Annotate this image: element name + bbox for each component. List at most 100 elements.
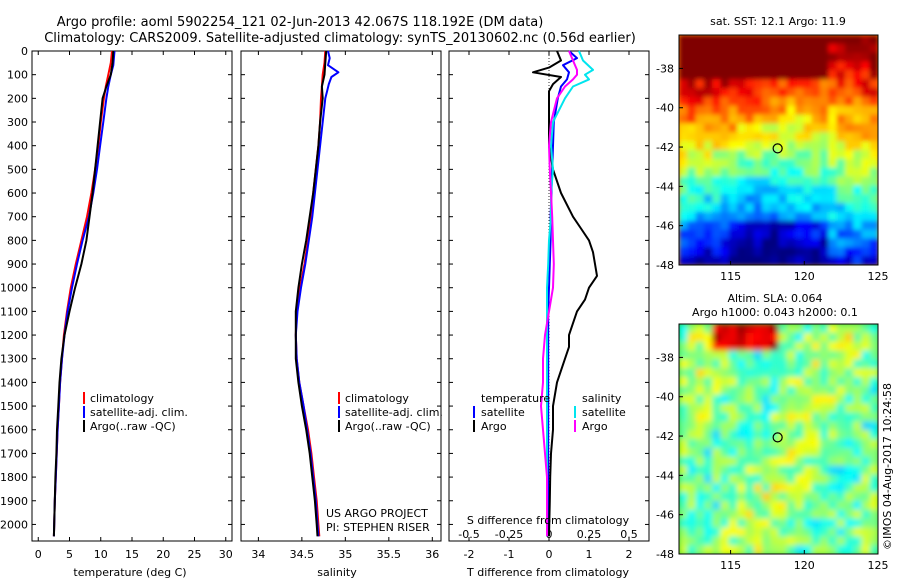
sla-cell: [728, 527, 738, 538]
salinity-axes-frame: [240, 50, 442, 542]
legend-t-argo-label: Argo: [481, 420, 507, 433]
sst-cell: [753, 96, 763, 107]
sla-cell: [712, 483, 722, 493]
sst-cell: [703, 247, 713, 257]
sla-cell: [712, 368, 722, 378]
sst-cell: [712, 256, 722, 265]
sst-cell: [753, 105, 763, 116]
sst-cell: [720, 35, 730, 45]
sla-cell: [770, 394, 780, 405]
sst-cell: [819, 114, 830, 125]
sst-cell: [720, 132, 730, 142]
sst-cell: [712, 132, 722, 142]
sla-cell: [778, 332, 788, 343]
sst-cell: [761, 114, 772, 125]
sst-cell: [861, 96, 871, 107]
depth-tick-label: 1700: [0, 447, 28, 460]
sla-cell: [679, 341, 689, 352]
sla-cell: [761, 536, 772, 546]
sla-cell: [712, 456, 722, 467]
sla-cell: [753, 350, 763, 361]
sla-cell: [745, 394, 755, 405]
sst-cell: [728, 203, 738, 213]
sst-cell: [761, 105, 772, 116]
sst-cell: [679, 123, 689, 134]
sst-cell: [803, 43, 813, 54]
sla-cell: [728, 439, 738, 449]
sst-cell: [720, 256, 730, 265]
sla-cell: [720, 377, 730, 387]
sla-cell: [853, 359, 863, 370]
sst-cell: [836, 247, 846, 257]
sst-cell: [728, 132, 738, 142]
sla-cell: [737, 332, 747, 343]
sla-cell: [695, 332, 705, 343]
sst-cell: [786, 105, 796, 116]
sla-cell: [869, 412, 878, 423]
sla-cell: [811, 394, 821, 405]
sst-cell: [861, 158, 871, 169]
x-tick-label: 30: [219, 548, 233, 561]
sst-cell: [869, 158, 878, 169]
sla-cell: [786, 412, 796, 423]
copyright-timestamp: ©IMOS 04-Aug-2017 10:24:58: [881, 383, 894, 550]
sla-cell: [687, 509, 697, 520]
sst-cell: [836, 43, 846, 54]
sla-cell: [811, 527, 821, 538]
sla-cell: [803, 509, 813, 520]
sla-cell: [861, 359, 871, 370]
sst-cell: [778, 79, 788, 89]
sla-cell: [861, 377, 871, 387]
sla-cell: [778, 545, 788, 554]
sst-cell: [861, 61, 871, 72]
sla-cell: [786, 439, 796, 449]
sst-cell: [803, 229, 813, 240]
sst-cell: [695, 229, 705, 240]
sst-cell: [803, 247, 813, 257]
sla-cell: [720, 536, 730, 546]
sla-cell: [737, 341, 747, 352]
sst-cell: [703, 61, 713, 72]
sst-cell: [853, 167, 863, 178]
sst-cell: [819, 167, 830, 178]
sla-cell: [695, 474, 705, 485]
sst-cell: [778, 211, 788, 222]
sla-cell: [861, 447, 871, 458]
depth-tick-label: 1900: [0, 495, 28, 508]
sst-cell: [795, 194, 805, 204]
sst-cell: [828, 185, 838, 196]
sst-cell: [761, 70, 772, 81]
sst-cell: [720, 220, 730, 231]
sst-cell: [786, 185, 796, 196]
sla-cell: [844, 518, 854, 529]
sla-cell: [836, 456, 846, 467]
sla-cell: [786, 368, 796, 378]
sla-cell: [745, 421, 755, 431]
sst-cell: [795, 150, 805, 160]
sla-cell: [853, 509, 863, 520]
sla-cell: [819, 394, 830, 405]
sst-cell: [836, 141, 846, 151]
sla-cell: [745, 474, 755, 485]
sla-cell: [712, 545, 722, 554]
sla-cell: [695, 341, 705, 352]
sst-longitude-tick-labels: 115 120 125: [720, 261, 889, 283]
sst-cell: [695, 105, 705, 116]
sla-cell: [720, 368, 730, 378]
sla-cell: [728, 456, 738, 467]
sst-cell: [712, 105, 722, 116]
sst-cell: [844, 52, 854, 63]
sla-cell: [844, 394, 854, 405]
sla-cell: [703, 483, 713, 493]
sla-cell: [795, 536, 805, 546]
sla-cell: [778, 403, 788, 414]
sst-cell: [695, 167, 705, 178]
legend-t-satellite-label: satellite: [481, 406, 525, 419]
sst-cell: [712, 211, 722, 222]
sst-cell: [836, 185, 846, 196]
sst-cell: [844, 158, 854, 169]
sst-cell: [853, 52, 863, 63]
sst-cell: [778, 105, 788, 116]
sst-cell: [844, 141, 854, 151]
x-tick-label: 10: [94, 548, 108, 561]
